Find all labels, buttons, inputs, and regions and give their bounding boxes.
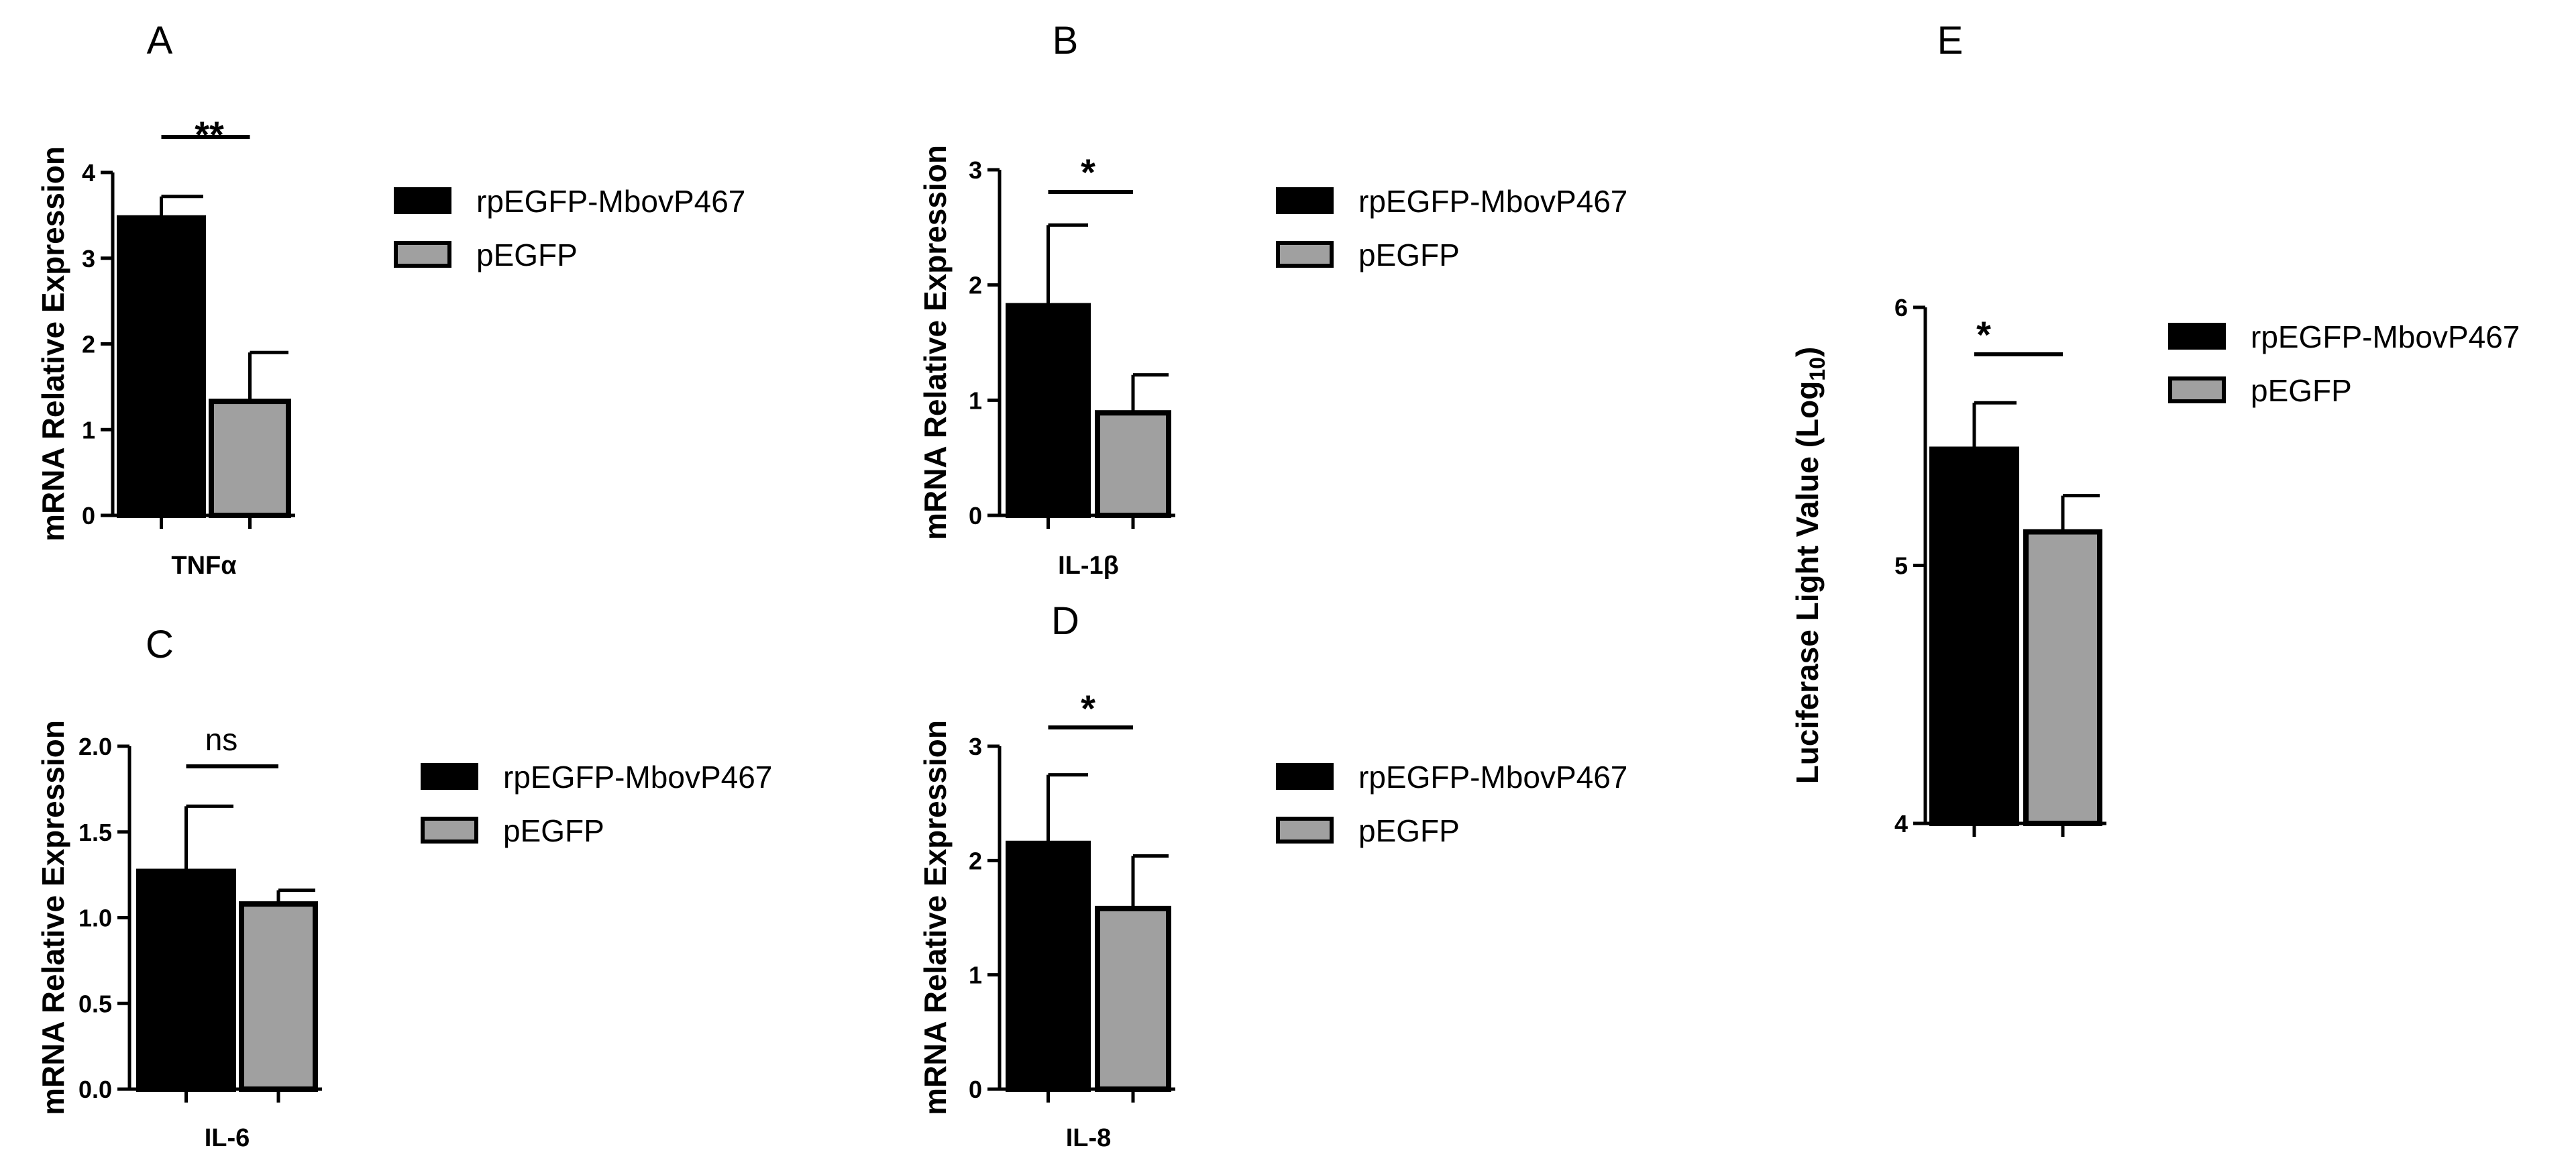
- y-axis-label: mRNA Relative Expression: [918, 145, 953, 540]
- legend-label-1: pEGFP: [503, 813, 604, 848]
- y-axis-label-main: mRNA Relative Expression: [36, 720, 70, 1115]
- y-tick-label: 4: [1894, 810, 1908, 837]
- y-tick-label: 1: [969, 962, 982, 989]
- legend-swatch-0: [394, 187, 451, 214]
- bar-pegfp: [2023, 529, 2102, 826]
- legend-label-0: rpEGFP-MbovP467: [1358, 184, 1627, 219]
- y-axis-label: Luciferase Light Value (Log10): [1790, 347, 1829, 784]
- y-tick-label: 0.5: [78, 990, 112, 1017]
- x-category-label: IL-1β: [1058, 552, 1119, 580]
- legend-label-0: rpEGFP-MbovP467: [476, 184, 745, 219]
- panel-e: E 4 5 6 Luciferase Light Value (Log10) * rpEGF…: [1790, 19, 2520, 837]
- y-axis-label-main: mRNA Relative Expression: [918, 145, 953, 540]
- legend-label-0: rpEGFP-MbovP467: [503, 760, 772, 795]
- legend-swatch-0: [1276, 763, 1334, 790]
- panel-letter: E: [1937, 19, 1964, 62]
- y-axis-label-main: Luciferase Light Value (Log: [1790, 381, 1825, 784]
- y-tick-label: 1.0: [78, 905, 112, 932]
- legend-swatch-0: [421, 763, 478, 790]
- y-tick-label: 1: [969, 387, 982, 414]
- y-tick-label: 5: [1894, 552, 1908, 580]
- x-category-label: TNFα: [171, 552, 236, 580]
- panel-c: C 0.0 0.5 1.0 1.5 2.0 mRNA Relative Expression…: [36, 623, 772, 1152]
- y-tick-label: 0: [969, 1076, 982, 1103]
- y-tick-label: 3: [969, 733, 982, 760]
- legend-swatch-0: [2168, 323, 2226, 350]
- y-tick-label: 0: [969, 502, 982, 529]
- y-tick-label: 2: [969, 847, 982, 874]
- y-tick-label: 4: [82, 159, 95, 187]
- x-category-label: IL-6: [205, 1124, 250, 1152]
- legend-swatch-0: [1276, 187, 1334, 214]
- y-axis-label: mRNA Relative Expression: [36, 720, 70, 1115]
- y-tick-label: 1.5: [78, 819, 112, 846]
- legend-label-0: rpEGFP-MbovP467: [1358, 760, 1627, 795]
- significance-label: ns: [205, 722, 238, 757]
- y-axis-label: mRNA Relative Expression: [36, 146, 70, 542]
- y-axis-label-main: mRNA Relative Expression: [36, 146, 70, 542]
- bar-pegfp: [239, 901, 318, 1092]
- significance-label: **: [195, 113, 224, 156]
- bar-rpegfp-mbovp467: [136, 868, 236, 1092]
- y-tick-label: 2.0: [78, 733, 112, 760]
- legend-label-1: pEGFP: [1358, 813, 1460, 848]
- y-tick-label: 2: [82, 331, 95, 358]
- significance-label: *: [1081, 151, 1095, 193]
- bar-rpegfp-mbovp467: [1929, 446, 2019, 826]
- x-category-label: IL-8: [1066, 1124, 1112, 1152]
- legend-swatch-1: [421, 817, 478, 844]
- y-tick-label: 0: [82, 502, 95, 529]
- legend-label-0: rpEGFP-MbovP467: [2251, 319, 2520, 354]
- bar-rpegfp-mbovp467: [1006, 303, 1091, 518]
- bar-rpegfp-mbovp467: [117, 215, 206, 518]
- legend-swatch-1: [2168, 376, 2226, 403]
- bar-pegfp: [1095, 905, 1171, 1092]
- legend-label-1: pEGFP: [1358, 238, 1460, 272]
- y-tick-label: 0.0: [78, 1076, 112, 1103]
- bar-pegfp: [209, 399, 291, 519]
- y-tick-label: 6: [1894, 294, 1908, 321]
- y-tick-label: 1: [82, 416, 95, 444]
- bar-pegfp: [1095, 410, 1171, 519]
- panel-a: A 0 1 2 3 4 mRNA Relative Expression TNFα ** rpEG…: [36, 19, 745, 580]
- y-tick-label: 2: [969, 272, 982, 299]
- y-axis-label-end: ): [1790, 347, 1825, 357]
- y-axis-label: mRNA Relative Expression: [918, 720, 953, 1115]
- panel-d: D 0 1 2 3 mRNA Relative Expression IL-8 * rpEGFP…: [918, 599, 1627, 1152]
- significance-label: *: [1976, 313, 1991, 356]
- panel-letter: D: [1051, 599, 1079, 643]
- panel-letter: B: [1053, 19, 1079, 62]
- y-axis-label-main: mRNA Relative Expression: [918, 720, 953, 1115]
- panel-letter: A: [147, 19, 173, 62]
- y-axis-label-sub: 10: [1805, 357, 1829, 381]
- y-tick-label: 3: [969, 156, 982, 184]
- panel-letter: C: [146, 623, 174, 666]
- legend-label-1: pEGFP: [2251, 373, 2352, 408]
- legend-swatch-1: [1276, 817, 1334, 844]
- panel-b: B 0 1 2 3 mRNA Relative Expression IL-1β * rpEGF…: [918, 19, 1627, 580]
- y-tick-label: 3: [82, 245, 95, 272]
- significance-label: *: [1081, 687, 1095, 729]
- legend-swatch-1: [394, 241, 451, 268]
- legend-swatch-1: [1276, 241, 1334, 268]
- bar-rpegfp-mbovp467: [1006, 840, 1091, 1092]
- legend-label-1: pEGFP: [476, 238, 578, 272]
